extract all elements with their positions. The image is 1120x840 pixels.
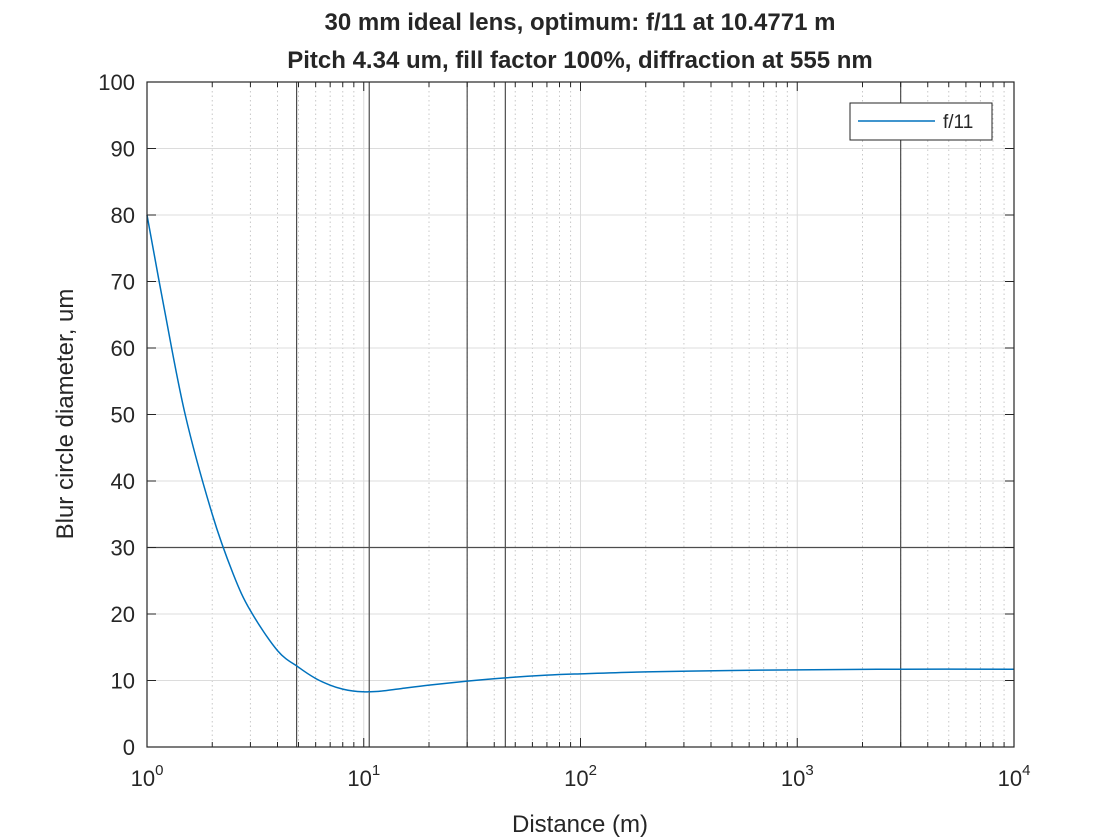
reference-lines [147,82,1014,747]
chart-subtitle: Pitch 4.34 um, fill factor 100%, diffrac… [287,47,873,74]
y-tick-label: 50 [111,403,135,428]
series-layer [146,214,1015,693]
y-tick-labels: 0 10 20 30 40 50 60 70 80 90 100 [98,70,135,760]
x-tick-label: 102 [564,762,597,791]
chart-title: 30 mm ideal lens, optimum: f/11 at 10.47… [325,9,836,36]
x-tick-label: 101 [347,762,380,791]
y-tick-label: 20 [111,602,135,627]
x-tick-labels: 100 101 102 103 104 [131,762,1031,791]
legend-label-f11: f/11 [943,112,973,133]
y-tick-label: 0 [123,735,135,760]
legend: f/11 [849,102,993,141]
y-tick-label: 60 [111,336,135,361]
y-axis-label: Blur circle diameter, um [52,289,79,540]
series-line-0 [146,214,1015,693]
y-tick-label: 70 [111,270,135,295]
x-axis-label: Distance (m) [512,811,648,838]
y-tick-label: 80 [111,203,135,228]
y-tick-label: 40 [111,469,135,494]
x-tick-label: 104 [998,762,1031,791]
tick-marks [146,81,1015,748]
x-tick-label: 103 [781,762,814,791]
y-tick-label: 90 [111,137,135,162]
y-tick-label: 30 [111,536,135,561]
x-tick-label: 100 [131,762,164,791]
y-tick-label: 10 [111,669,135,694]
y-tick-label: 100 [98,70,135,95]
minor-grid [211,82,1005,747]
